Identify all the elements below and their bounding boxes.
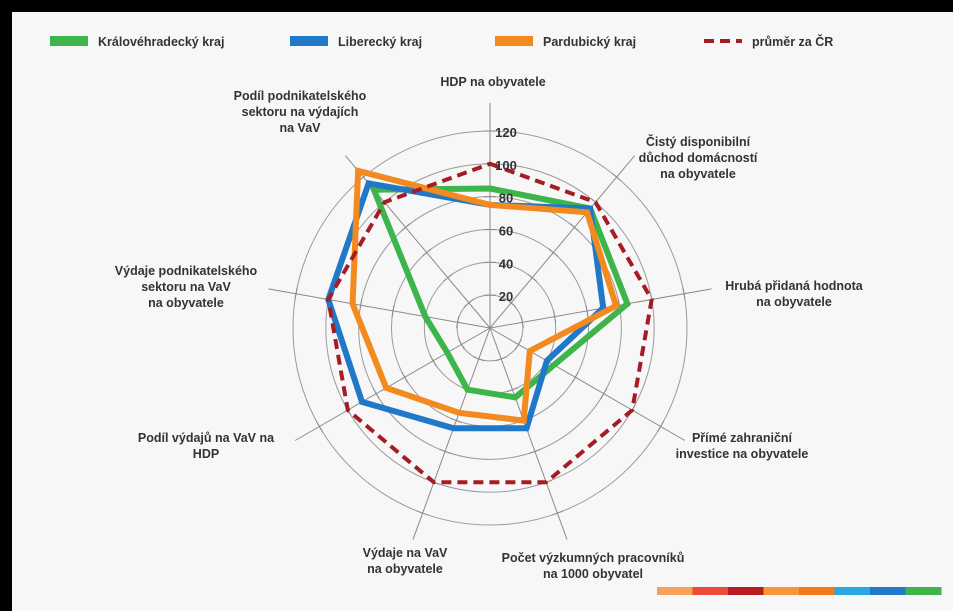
axis-spoke	[489, 155, 636, 329]
stripe-segment	[728, 587, 764, 595]
radar-chart: Královéhradecký kraj Liberecký kraj Pardub…	[50, 34, 942, 595]
axis-tick	[391, 304, 395, 317]
axis-tick	[506, 298, 517, 308]
tick-label-40: 40	[499, 256, 513, 271]
legend-label-1: Liberecký kraj	[338, 35, 422, 49]
axis-tick	[495, 356, 508, 362]
axis-tick	[506, 387, 519, 393]
axis-spoke	[268, 288, 491, 329]
axis-label-7: Výdaje podnikatelského sektoru na VaV na o…	[115, 264, 258, 310]
axis-tick	[429, 355, 437, 367]
axis-label-6: Podíl výdajů na VaV na HDP	[138, 431, 275, 461]
axis-tick	[421, 248, 432, 257]
axis-tick	[520, 316, 524, 329]
stripe-segment	[799, 587, 835, 595]
axis-tick	[458, 338, 465, 350]
legend: Královéhradecký kraj Liberecký kraj Pardub…	[50, 34, 833, 49]
axis-tick	[315, 421, 323, 432]
axis-tick	[657, 421, 665, 432]
axis-tick	[463, 298, 474, 308]
axis-tick	[551, 510, 564, 516]
radar-series	[325, 161, 654, 485]
axis-tick	[450, 418, 463, 424]
stripe-segment	[870, 587, 906, 595]
legend-label-0: Královéhradecký kraj	[98, 35, 224, 49]
axis-tick	[416, 510, 429, 516]
series-3-line	[326, 161, 654, 485]
axis-tick	[472, 356, 485, 362]
decorative-stripe	[657, 587, 942, 595]
stripe-segment	[834, 587, 871, 595]
axis-label-3: Přímé zahraniční investice na obyvatele	[676, 431, 809, 461]
axis-tick	[439, 448, 451, 454]
axis-spoke	[412, 327, 491, 540]
axis-tick	[585, 304, 589, 317]
axis-tick	[372, 388, 380, 400]
axis-tick	[553, 310, 557, 323]
axis-spoke	[294, 327, 491, 441]
legend-label-3: průměr za ČR	[752, 34, 833, 49]
axis-tick	[294, 287, 298, 300]
stripe-segment	[905, 587, 942, 595]
axis-tick	[548, 248, 559, 257]
tick-label-80: 80	[499, 191, 513, 206]
axis-tick	[527, 273, 538, 282]
legend-label-2: Pardubický kraj	[543, 35, 636, 49]
axis-tick	[359, 299, 363, 312]
axis-tick	[401, 371, 409, 383]
tick-label-120: 120	[495, 125, 517, 140]
axis-label-1: Čistý disponibilní důchod domácností na ob…	[639, 134, 758, 181]
stripe-segment	[657, 587, 693, 595]
legend-swatch-2	[495, 36, 533, 46]
radar-grid	[268, 103, 712, 540]
axis-tick	[569, 223, 580, 232]
axis-tick	[529, 448, 541, 454]
legend-swatch-0	[50, 36, 88, 46]
tick-label-100: 100	[495, 158, 517, 173]
axis-tick	[682, 287, 686, 300]
axis-spoke	[489, 327, 568, 540]
axis-labels: HDP na obyvatele Čistý disponibilní důchod…	[115, 75, 864, 581]
radial-tick-labels: 20 40 60 80 100 120	[495, 125, 517, 304]
stripe-segment	[763, 587, 800, 595]
axis-tick	[571, 371, 579, 383]
tick-label-60: 60	[499, 224, 513, 239]
axis-label-8: Podíl podnikatelského sektoru na výdajích…	[234, 89, 367, 135]
axis-tick	[442, 273, 453, 282]
axis-spoke	[489, 327, 686, 441]
chart-frame: Královéhradecký kraj Liberecký kraj Pardub…	[12, 12, 953, 611]
axis-tick	[456, 316, 460, 329]
stripe-segment	[692, 587, 729, 595]
axis-label-5: Výdaje na VaV na obyvatele	[363, 546, 448, 576]
axis-tick	[600, 388, 608, 400]
axis-tick	[611, 172, 622, 182]
axis-label-4: Počet výzkumných pracovníků na 1000 obyva…	[502, 551, 685, 581]
axis-label-2: Hrubá přidaná hodnota na obyvatele	[725, 279, 864, 309]
series-1-line	[325, 179, 607, 432]
axis-tick	[515, 338, 522, 350]
series-2-line	[349, 166, 620, 424]
tick-label-20: 20	[499, 289, 513, 304]
series-0-line	[369, 185, 631, 401]
axis-label-0: HDP na obyvatele	[440, 75, 545, 89]
axis-tick	[400, 223, 411, 232]
legend-swatch-1	[290, 36, 328, 46]
